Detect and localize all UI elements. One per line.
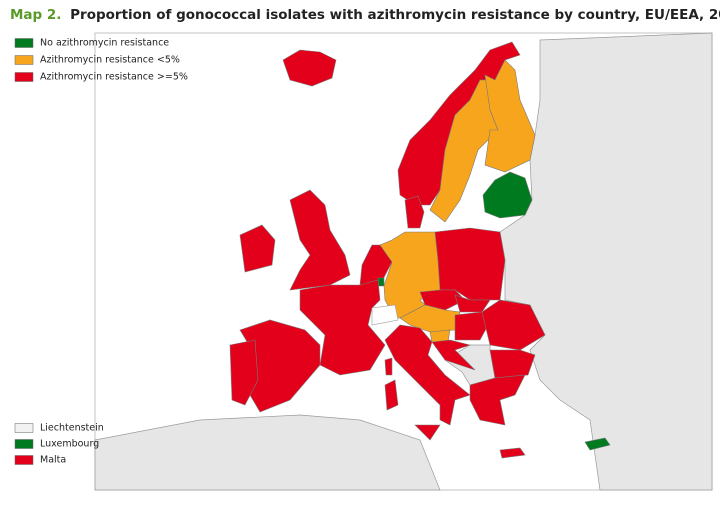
- country: [384, 324, 471, 426]
- country: [229, 339, 259, 406]
- country: [484, 59, 536, 173]
- country: [404, 195, 425, 229]
- country: [469, 374, 526, 426]
- map-label: Map 2.: [10, 7, 61, 23]
- country: [282, 49, 337, 87]
- switzerland: [371, 304, 399, 326]
- country: [384, 379, 399, 411]
- country: [481, 299, 546, 351]
- map: [94, 32, 713, 491]
- country: [239, 224, 276, 273]
- country: [454, 294, 491, 313]
- country: [377, 277, 385, 287]
- country: [434, 227, 506, 301]
- legend-label: No azithromycin resistance: [40, 38, 169, 49]
- country: [584, 437, 611, 451]
- north-africa: [94, 414, 441, 491]
- title: Map 2. Proportion of gonococcal isolates…: [10, 7, 720, 23]
- country: [482, 171, 533, 219]
- country: [489, 349, 536, 379]
- country: [299, 279, 386, 376]
- legend-swatch: [14, 55, 34, 65]
- legend-swatch: [14, 72, 34, 82]
- legend-label: Azithromycin resistance >=5%: [40, 72, 188, 83]
- legend: No azithromycin resistance Azithromycin r…: [14, 38, 188, 83]
- title-text: Proportion of gonococcal isolates with a…: [70, 7, 720, 23]
- country: [384, 357, 393, 376]
- legend-label: Azithromycin resistance <5%: [40, 55, 180, 66]
- country: [414, 424, 441, 441]
- legend-swatch: [14, 439, 34, 449]
- legend-swatch: [14, 455, 34, 465]
- country: [431, 339, 476, 371]
- legend-label: Malta: [40, 455, 66, 466]
- legend-swatch: [14, 423, 34, 433]
- legend-label: Luxembourg: [40, 439, 99, 450]
- country: [499, 447, 526, 459]
- small-country-legend: Liechtenstein Luxembourg Malta: [14, 423, 104, 466]
- legend-swatch: [14, 38, 34, 48]
- legend-label: Liechtenstein: [40, 423, 104, 434]
